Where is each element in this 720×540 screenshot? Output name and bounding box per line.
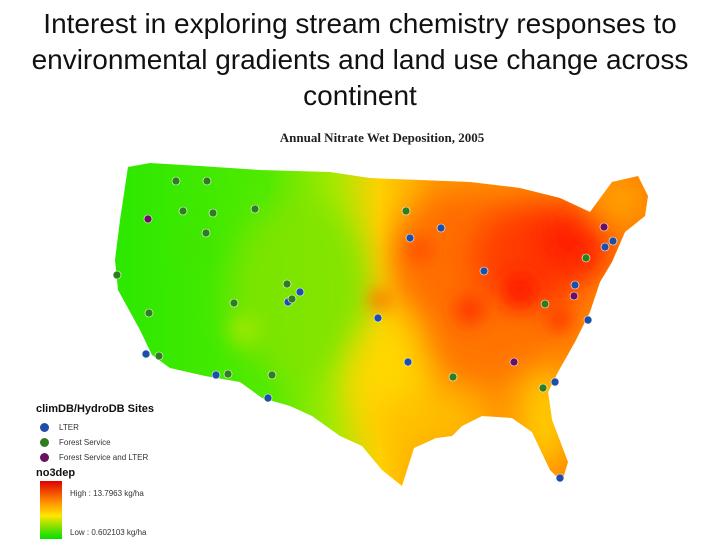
site-marker-forest — [223, 369, 233, 379]
legend-item-label: Forest Service — [59, 438, 111, 447]
site-marker-lter — [550, 377, 560, 387]
site-marker-forest — [154, 351, 164, 361]
site-marker-lter — [570, 280, 580, 290]
slide-title: Interest in exploring stream chemistry r… — [31, 8, 689, 111]
legend-ramp-heading: no3dep — [36, 467, 76, 479]
legend-item-forest-service-and-lter: Forest Service and LTER — [40, 450, 236, 465]
forest-service-and-lter-dot-icon — [40, 453, 49, 462]
site-marker-forest — [208, 208, 218, 218]
site-marker-lter — [295, 287, 305, 297]
site-marker-forest — [540, 299, 550, 309]
site-marker-forest — [171, 176, 181, 186]
site-marker-lter — [479, 266, 489, 276]
legend-item-label: LTER — [59, 423, 79, 432]
lter-dot-icon — [40, 423, 49, 432]
legend-item-lter: LTER — [40, 420, 236, 435]
site-marker-lter — [583, 315, 593, 325]
site-marker-both — [569, 291, 579, 301]
site-marker-forest — [201, 228, 211, 238]
site-marker-lter — [405, 233, 415, 243]
map-legend: climDB/HydroDB Sites LTER Forest Service… — [36, 403, 236, 539]
site-marker-lter — [608, 236, 618, 246]
map-title: Annual Nitrate Wet Deposition, 2005 — [279, 130, 485, 145]
site-marker-both — [599, 222, 609, 232]
color-ramp-bar — [40, 481, 62, 539]
site-marker-forest — [267, 370, 277, 380]
site-marker-forest — [448, 372, 458, 382]
forest-service-dot-icon — [40, 438, 49, 447]
site-marker-lter — [141, 349, 151, 359]
ramp-high-label: High : 13.7963 kg/ha — [70, 489, 144, 498]
site-marker-lter — [211, 370, 221, 380]
site-marker-lter — [373, 313, 383, 323]
site-marker-forest — [282, 279, 292, 289]
legend-item-label: Forest Service and LTER — [59, 453, 149, 462]
site-marker-forest — [229, 298, 239, 308]
site-marker-forest — [112, 270, 122, 280]
site-marker-forest — [178, 206, 188, 216]
site-marker-forest — [401, 206, 411, 216]
site-marker-lter — [263, 393, 273, 403]
site-marker-forest — [144, 308, 154, 318]
site-markers — [112, 176, 618, 483]
legend-item-forest-service: Forest Service — [40, 435, 236, 450]
color-ramp: High : 13.7963 kg/ha Low : 0.602103 kg/h… — [36, 481, 236, 539]
site-marker-lter — [436, 223, 446, 233]
site-marker-both — [509, 357, 519, 367]
ramp-low-label: Low : 0.602103 kg/ha — [70, 528, 147, 537]
site-marker-forest — [581, 253, 591, 263]
site-marker-lter — [403, 357, 413, 367]
site-marker-both — [143, 214, 153, 224]
site-marker-lter — [600, 242, 610, 252]
legend-sites-heading: climDB/HydroDB Sites — [36, 403, 154, 415]
site-marker-forest — [538, 383, 548, 393]
site-marker-forest — [202, 176, 212, 186]
site-marker-lter — [555, 473, 565, 483]
site-marker-forest — [250, 204, 260, 214]
site-marker-forest — [287, 294, 297, 304]
